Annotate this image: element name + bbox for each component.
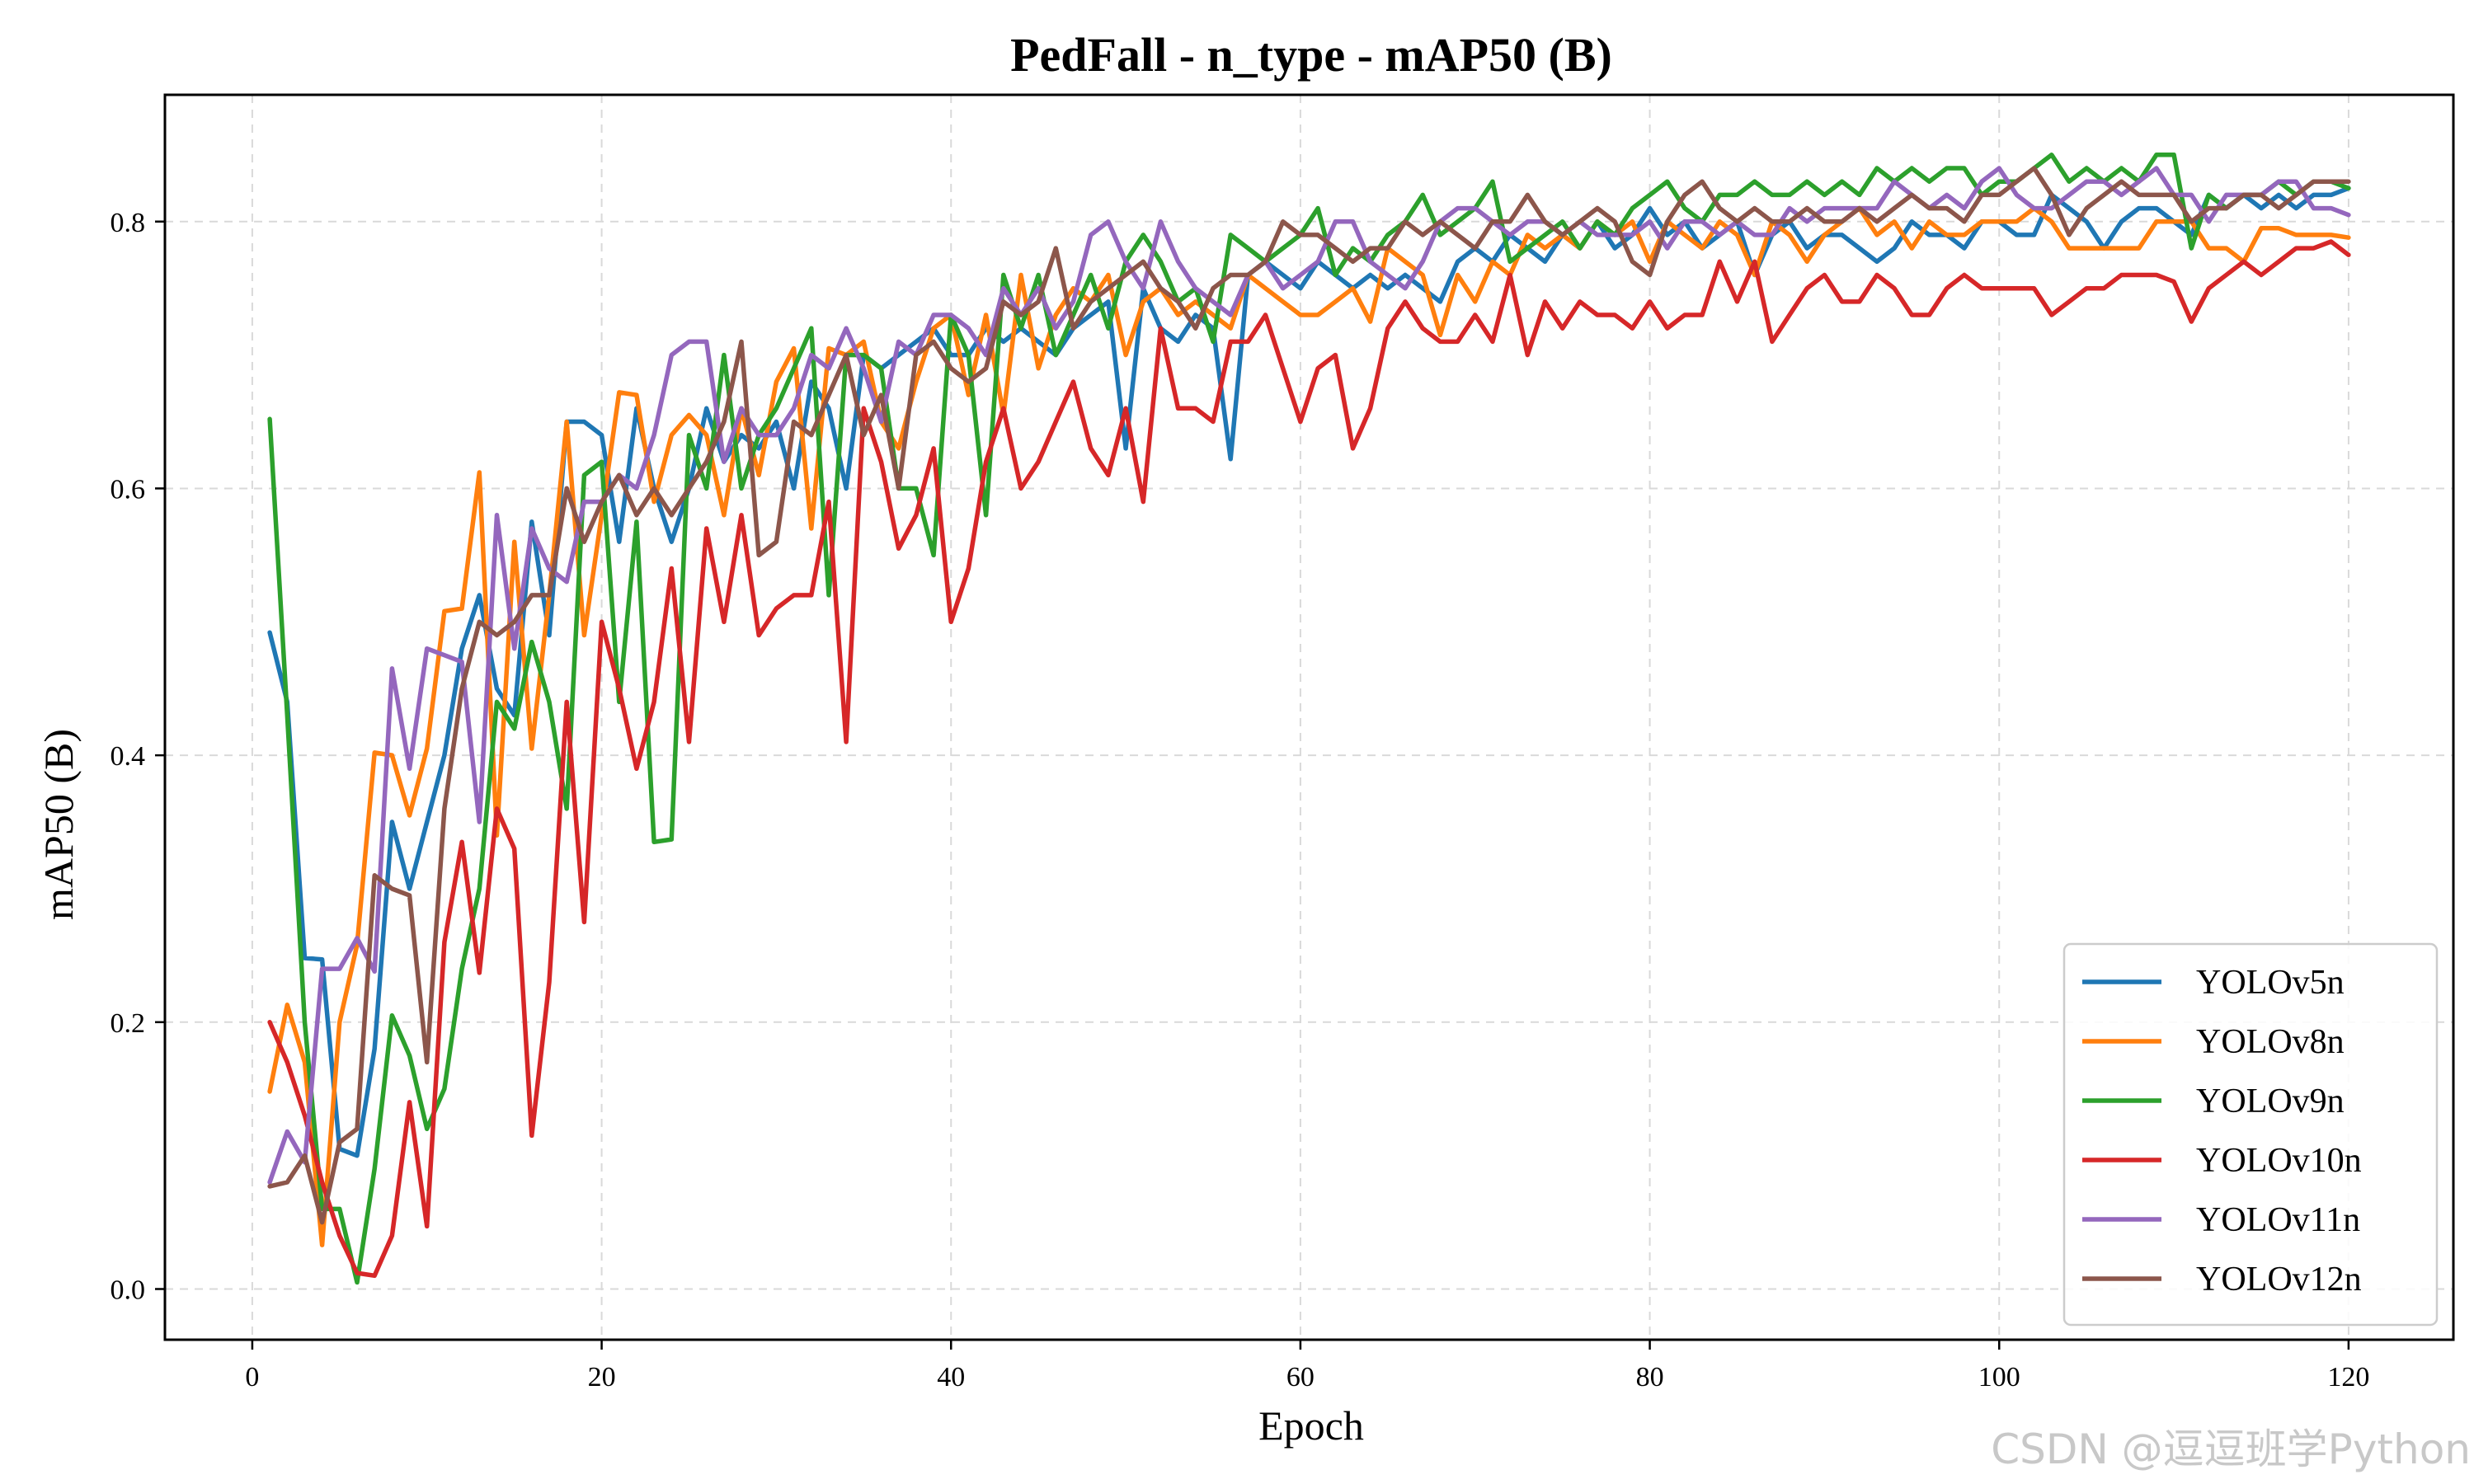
chart-title: PedFall - n_type - mAP50 (B) bbox=[1010, 28, 1612, 82]
x-tick-label: 20 bbox=[588, 1362, 616, 1392]
legend-label: YOLOv8n bbox=[2196, 1023, 2345, 1061]
x-tick-label: 80 bbox=[1636, 1362, 1664, 1392]
series-line-yolov10n bbox=[267, 239, 2351, 1279]
y-tick-label: 0.2 bbox=[111, 1008, 146, 1039]
watermark: CSDN @逗逗班学Python bbox=[1991, 1425, 2471, 1473]
series-line-yolov12n bbox=[267, 166, 2351, 1225]
y-tick-label: 0.6 bbox=[111, 474, 146, 505]
x-tick-label: 0 bbox=[245, 1362, 259, 1392]
legend-label: YOLOv12n bbox=[2196, 1261, 2362, 1298]
series-line-yolov9n bbox=[267, 153, 2351, 1285]
y-axis-ticks: 0.0 0.2 0.4 0.6 0.8 bbox=[111, 208, 165, 1305]
legend: YOLOv5n YOLOv8n YOLOv9n YOLOv10n YOLOv11n YOL… bbox=[2062, 942, 2439, 1327]
legend-label: YOLOv10n bbox=[2196, 1142, 2362, 1180]
y-tick-label: 0.8 bbox=[111, 208, 146, 238]
series-line-yolov11n bbox=[267, 166, 2351, 1185]
series-group bbox=[267, 153, 2351, 1285]
series-line-yolov5n bbox=[267, 186, 2351, 1158]
x-tick-label: 60 bbox=[1286, 1362, 1315, 1392]
x-axis-ticks: 0 20 40 60 80 100 120 bbox=[245, 1340, 2369, 1392]
x-tick-label: 40 bbox=[937, 1362, 965, 1392]
legend-label: YOLOv9n bbox=[2196, 1082, 2345, 1120]
y-axis-label: mAP50 (B) bbox=[35, 729, 82, 920]
y-tick-label: 0.4 bbox=[111, 741, 146, 772]
plot-frame bbox=[163, 93, 2455, 1341]
legend-label: YOLOv11n bbox=[2196, 1201, 2360, 1239]
x-tick-label: 120 bbox=[2327, 1362, 2369, 1392]
x-axis-label: Epoch bbox=[1258, 1402, 1364, 1449]
legend-label: YOLOv5n bbox=[2196, 964, 2345, 1002]
series-line-yolov8n bbox=[267, 205, 2351, 1247]
x-tick-label: 100 bbox=[1978, 1362, 2020, 1392]
y-tick-label: 0.0 bbox=[111, 1275, 146, 1305]
